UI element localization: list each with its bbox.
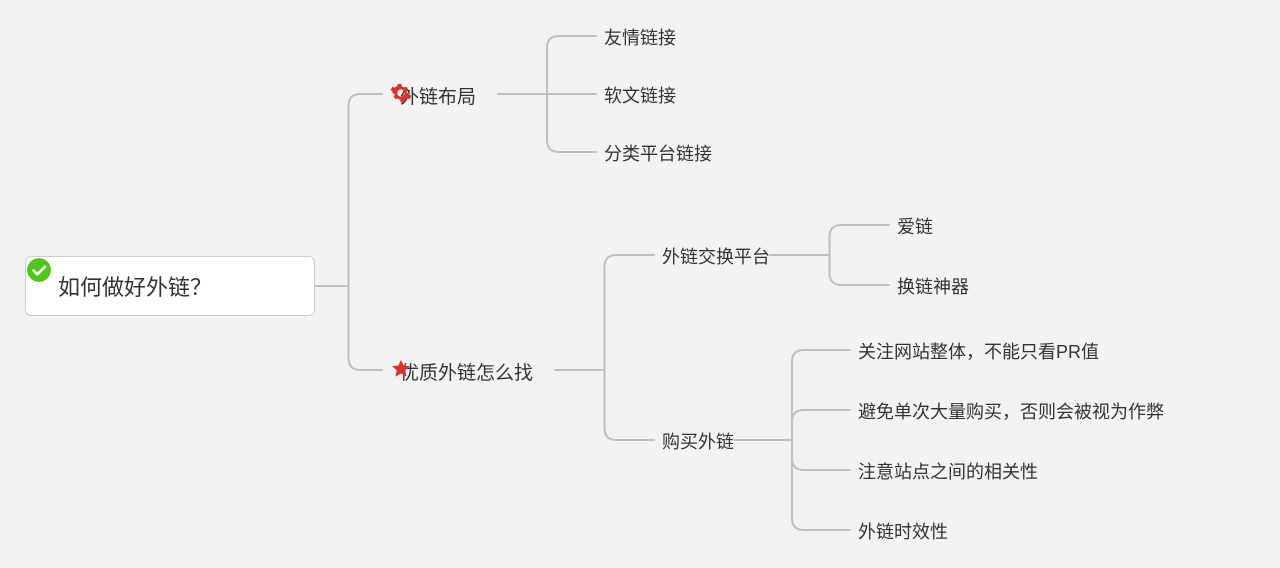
branch-label: 优质外链怎么找 — [400, 358, 533, 385]
sub-branch: 外链交换平台 — [662, 243, 770, 269]
leaf-label: 换链神器 — [897, 277, 969, 297]
root-node: 如何做好外链？ — [25, 256, 315, 316]
sub-branch: 购买外链 — [662, 428, 734, 454]
leaf-label: 关注网站整体，不能只看PR值 — [858, 342, 1099, 362]
leaf-label: 爱链 — [897, 217, 933, 237]
leaf-node: 爱链 — [897, 213, 933, 239]
leaf-node: 换链神器 — [897, 273, 969, 299]
leaf-node: 外链时效性 — [858, 518, 948, 544]
leaf-node: 软文链接 — [604, 82, 676, 108]
leaf-node: 注意站点之间的相关性 — [858, 458, 1038, 484]
root-label: 如何做好外链？ — [58, 270, 212, 302]
leaf-node: 关注网站整体，不能只看PR值 — [858, 338, 1099, 364]
leaf-label: 购买外链 — [662, 432, 734, 452]
branch-layout: 外链布局 — [390, 82, 476, 109]
leaf-label: 注意站点之间的相关性 — [858, 462, 1038, 482]
leaf-label: 外链时效性 — [858, 522, 948, 542]
leaf-label: 避免单次大量购买，否则会被视为作弊 — [858, 402, 1164, 422]
leaf-node: 避免单次大量购买，否则会被视为作弊 — [858, 398, 1164, 424]
leaf-label: 友情链接 — [604, 28, 676, 48]
branch-find: 优质外链怎么找 — [390, 358, 533, 385]
leaf-label: 分类平台链接 — [604, 144, 712, 164]
leaf-label: 外链交换平台 — [662, 247, 770, 267]
leaf-node: 分类平台链接 — [604, 140, 712, 166]
leaf-label: 软文链接 — [604, 86, 676, 106]
leaf-node: 友情链接 — [604, 24, 676, 50]
